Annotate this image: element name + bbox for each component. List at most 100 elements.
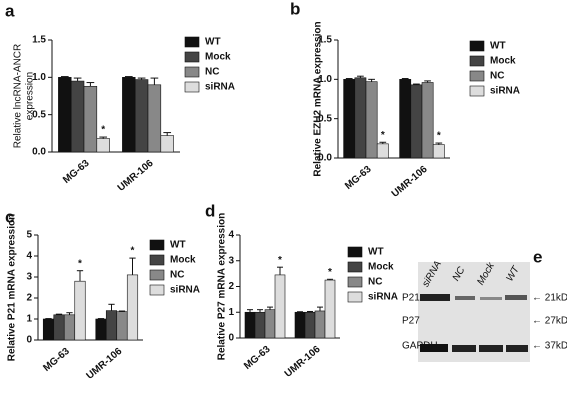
- bar: [58, 77, 72, 153]
- panel-letter: b: [290, 0, 300, 18]
- bar: [42, 318, 55, 341]
- blot-band: [420, 344, 448, 352]
- significance-marker: *: [131, 246, 135, 257]
- legend-swatch: [184, 66, 200, 78]
- y-axis-title: Relative P21 mRNA expression: [7, 214, 18, 361]
- bar: [294, 311, 306, 339]
- y-axis-title: expression: [25, 72, 36, 120]
- legend-swatch: [149, 254, 165, 266]
- bar: [70, 80, 85, 153]
- bar: [274, 274, 286, 339]
- error-bar: [163, 132, 172, 136]
- legend-swatch: [149, 239, 165, 251]
- legend-label: Mock: [170, 255, 196, 266]
- error-bar: [73, 77, 82, 82]
- row-label: P21: [402, 293, 420, 304]
- y-tick-label: 0.5: [32, 109, 46, 120]
- y-tick-label: 0: [228, 333, 234, 344]
- error-bar: [345, 78, 353, 80]
- x-tick-label: MG-63: [242, 344, 273, 372]
- bar: [376, 143, 389, 159]
- bar: [354, 77, 367, 159]
- bar: [83, 85, 98, 153]
- row-label: GAPDH: [402, 341, 438, 352]
- legend-swatch: [469, 85, 485, 97]
- x-tick-label: MG-63: [61, 158, 92, 186]
- error-bar: [86, 82, 95, 87]
- blot-band: [455, 296, 475, 300]
- legend-swatch: [184, 36, 200, 48]
- bar: [421, 82, 434, 159]
- legend-label: NC: [490, 71, 504, 82]
- significance-marker: *: [437, 131, 441, 142]
- bar: [244, 311, 256, 339]
- y-tick-label: 0: [26, 335, 32, 346]
- legend-swatch: [347, 276, 363, 288]
- y-tick-label: 1.0: [318, 74, 332, 85]
- panel-letter: d: [205, 201, 215, 220]
- error-bar: [413, 83, 420, 85]
- y-tick-label: 1: [228, 307, 234, 318]
- legend-label: Mock: [368, 262, 394, 273]
- blot-band: [420, 294, 450, 301]
- error-bar: [317, 306, 323, 311]
- legend-label: siRNA: [205, 82, 235, 93]
- bar: [134, 79, 149, 153]
- legend-label: NC: [170, 270, 184, 281]
- legend-label: siRNA: [368, 292, 398, 303]
- legend-swatch: [347, 291, 363, 303]
- bar: [410, 84, 423, 159]
- bar: [324, 279, 336, 339]
- y-tick-label: 1: [26, 314, 32, 325]
- error-bar: [435, 142, 443, 145]
- legend-swatch: [149, 269, 165, 281]
- bar: [95, 318, 107, 341]
- error-bar: [99, 136, 108, 139]
- y-tick-label: 1.5: [32, 35, 46, 46]
- y-tick-label: 1.5: [318, 35, 332, 46]
- error-bar: [267, 306, 273, 310]
- y-tick-label: 1.0: [32, 72, 46, 83]
- y-axis-title: Relative P27 mRNA expression: [217, 213, 228, 360]
- legend-label: WT: [368, 247, 384, 258]
- error-bar: [297, 311, 303, 313]
- y-tick-label: 2: [26, 293, 32, 304]
- blot-band: [479, 345, 503, 352]
- legend-label: Mock: [490, 56, 516, 67]
- significance-marker: *: [328, 267, 332, 278]
- legend-swatch: [469, 70, 485, 82]
- blot-band: [506, 345, 528, 352]
- y-tick-label: 4: [228, 230, 234, 241]
- bar: [147, 84, 162, 153]
- bar: [264, 309, 276, 339]
- x-tick-label: MG-63: [343, 164, 374, 192]
- panel-letter: c: [5, 207, 14, 226]
- significance-marker: *: [381, 130, 385, 141]
- row-label: P27: [402, 316, 420, 327]
- bar: [53, 314, 65, 341]
- y-tick-label: 0.0: [32, 147, 46, 158]
- x-tick-label: UMR-106: [390, 164, 430, 200]
- size-marker: ← 37kDa: [532, 341, 567, 352]
- error-bar: [277, 266, 283, 275]
- error-bar: [108, 303, 115, 311]
- bar: [74, 280, 86, 341]
- legend-swatch: [347, 261, 363, 273]
- legend-swatch: [469, 40, 485, 52]
- error-bar: [257, 309, 263, 313]
- legend-swatch: [149, 284, 165, 296]
- error-bar: [379, 141, 387, 144]
- bar: [105, 310, 118, 341]
- legend-swatch: [347, 246, 363, 258]
- error-bar: [118, 310, 126, 312]
- bar: [314, 310, 326, 339]
- y-tick-label: 3: [26, 272, 32, 283]
- y-tick-label: 2: [228, 281, 234, 292]
- error-bar: [129, 257, 136, 275]
- error-bar: [55, 313, 63, 315]
- legend-label: WT: [170, 240, 186, 251]
- error-bar: [357, 75, 364, 78]
- legend-label: NC: [205, 67, 219, 78]
- bar: [254, 311, 266, 339]
